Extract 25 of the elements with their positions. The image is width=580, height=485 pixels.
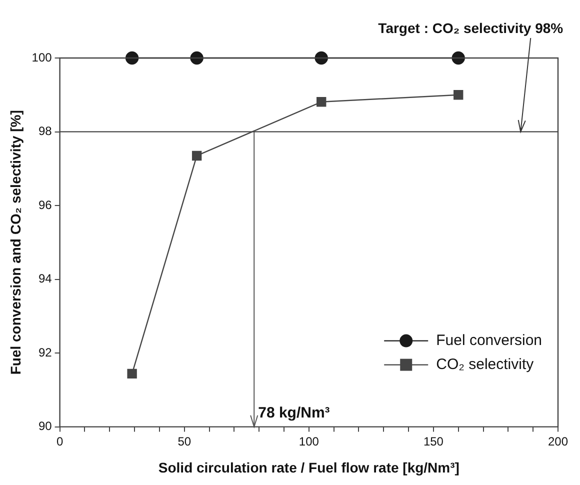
point bbox=[192, 150, 202, 161]
point bbox=[316, 97, 326, 107]
ref-line-label: 78 kg/Nm³ bbox=[258, 404, 330, 422]
x-tick-label: 0 bbox=[56, 434, 64, 448]
y-tick-label: 96 bbox=[38, 198, 52, 212]
point bbox=[125, 51, 139, 65]
x-tick-label: 50 bbox=[178, 434, 192, 448]
legend-label: CO₂ selectivity bbox=[436, 356, 534, 373]
y-axis-title: Fuel conversion and CO₂ selectivity [%] bbox=[7, 110, 24, 375]
y-tick-label: 98 bbox=[38, 124, 52, 138]
legend-label: Fuel conversion bbox=[436, 332, 542, 349]
x-tick-label: 200 bbox=[548, 434, 568, 448]
x-tick-label: 150 bbox=[423, 434, 444, 448]
point bbox=[190, 51, 204, 65]
x-tick-label: 100 bbox=[298, 434, 320, 448]
point bbox=[452, 51, 465, 65]
y-tick-label: 100 bbox=[32, 50, 52, 64]
y-tick-label: 90 bbox=[38, 419, 52, 434]
y-tick-label: 92 bbox=[38, 345, 52, 360]
x-axis-title: Solid circulation rate / Fuel flow rate [kg/Nm³] bbox=[158, 459, 460, 476]
point bbox=[454, 90, 464, 100]
point bbox=[314, 51, 328, 65]
point bbox=[127, 368, 137, 379]
annotation: Target : CO₂ selectivity 98% bbox=[378, 20, 564, 36]
y-tick-label: 94 bbox=[38, 272, 52, 286]
